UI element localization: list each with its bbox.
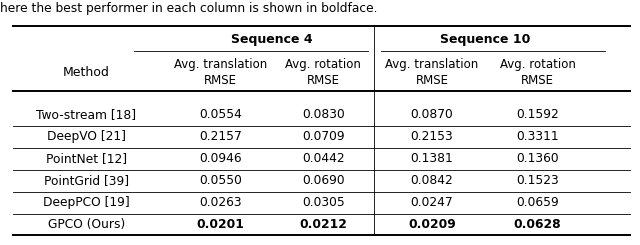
Text: 0.2157: 0.2157 [200, 130, 242, 143]
Text: 0.1523: 0.1523 [516, 174, 559, 187]
Text: 0.0442: 0.0442 [302, 152, 344, 165]
Text: PointNet [12]: PointNet [12] [46, 152, 127, 165]
Text: 0.0870: 0.0870 [411, 108, 453, 121]
Text: RMSE: RMSE [521, 74, 554, 87]
Text: Avg. rotation: Avg. rotation [285, 58, 361, 72]
Text: 0.0690: 0.0690 [302, 174, 344, 187]
Text: RMSE: RMSE [415, 74, 449, 87]
Text: 0.1592: 0.1592 [516, 108, 559, 121]
Text: GPCO (Ours): GPCO (Ours) [48, 218, 125, 231]
Text: PointGrid [39]: PointGrid [39] [44, 174, 129, 187]
Text: 0.0628: 0.0628 [514, 218, 561, 231]
Text: 0.0209: 0.0209 [408, 218, 456, 231]
Text: 0.0830: 0.0830 [302, 108, 344, 121]
Text: 0.0212: 0.0212 [300, 218, 347, 231]
Text: Method: Method [63, 66, 110, 79]
Text: Sequence 4: Sequence 4 [231, 33, 313, 46]
Text: 0.0550: 0.0550 [200, 174, 242, 187]
Text: here the best performer in each column is shown in boldface.: here the best performer in each column i… [0, 2, 378, 15]
Text: 0.2153: 0.2153 [411, 130, 453, 143]
Text: 0.1381: 0.1381 [411, 152, 453, 165]
Text: 0.0305: 0.0305 [302, 196, 344, 209]
Text: 0.0842: 0.0842 [411, 174, 453, 187]
Text: 0.0554: 0.0554 [200, 108, 242, 121]
Text: 0.0247: 0.0247 [411, 196, 453, 209]
Text: 0.0709: 0.0709 [302, 130, 344, 143]
Text: Sequence 10: Sequence 10 [440, 33, 531, 46]
Text: Avg. rotation: Avg. rotation [500, 58, 575, 72]
Text: 0.0263: 0.0263 [200, 196, 242, 209]
Text: Avg. translation: Avg. translation [174, 58, 268, 72]
Text: RMSE: RMSE [204, 74, 237, 87]
Text: 0.3311: 0.3311 [516, 130, 559, 143]
Text: 0.0201: 0.0201 [197, 218, 244, 231]
Text: DeepVO [21]: DeepVO [21] [47, 130, 126, 143]
Text: 0.0659: 0.0659 [516, 196, 559, 209]
Text: RMSE: RMSE [307, 74, 340, 87]
Text: 0.0946: 0.0946 [200, 152, 242, 165]
Text: DeepPCO [19]: DeepPCO [19] [43, 196, 130, 209]
Text: 0.1360: 0.1360 [516, 152, 559, 165]
Text: Avg. translation: Avg. translation [385, 58, 479, 72]
Text: Two-stream [18]: Two-stream [18] [36, 108, 136, 121]
